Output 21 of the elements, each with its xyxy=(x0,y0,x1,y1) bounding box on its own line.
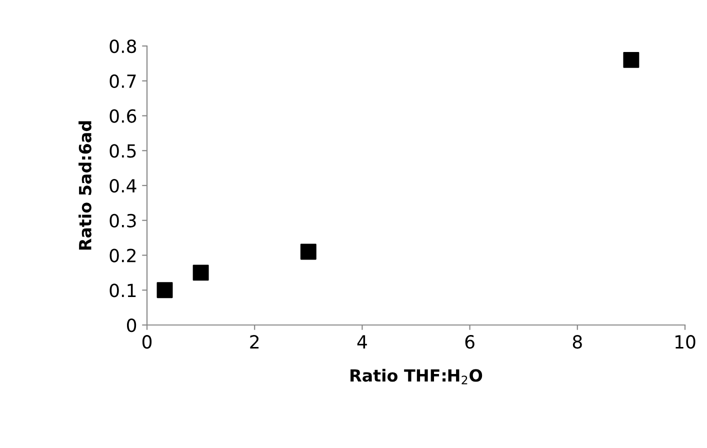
point xyxy=(623,52,640,68)
y-tick-label: 0.5 xyxy=(110,144,136,158)
y-tick-label: 0.1 xyxy=(110,284,136,298)
x-tick-label: 0 xyxy=(142,335,152,349)
point xyxy=(156,282,173,298)
y-tick-label: 0.8 xyxy=(110,39,136,54)
y-axis-title: Ratio 5ad:6ad xyxy=(78,121,92,250)
y-tick-label: 0.6 xyxy=(110,109,136,123)
point xyxy=(192,264,209,281)
x-tick-label: 2 xyxy=(250,335,259,348)
y-tick-label: 0.7 xyxy=(110,74,136,88)
y-tick-label: 0.3 xyxy=(110,214,136,228)
x-tick-label: 8 xyxy=(572,335,582,349)
x-tick-label: 4 xyxy=(357,335,367,348)
y-tick-label: 0 xyxy=(126,318,136,332)
x-axis-title: Ratio THF:H$_{2}$O xyxy=(350,368,482,384)
x-tick-label: 6 xyxy=(465,335,474,349)
y-tick-label: 0.2 xyxy=(110,248,136,262)
point xyxy=(300,244,316,260)
x-tick-label: 10 xyxy=(675,335,696,349)
y-tick-label: 0.4 xyxy=(110,178,136,193)
